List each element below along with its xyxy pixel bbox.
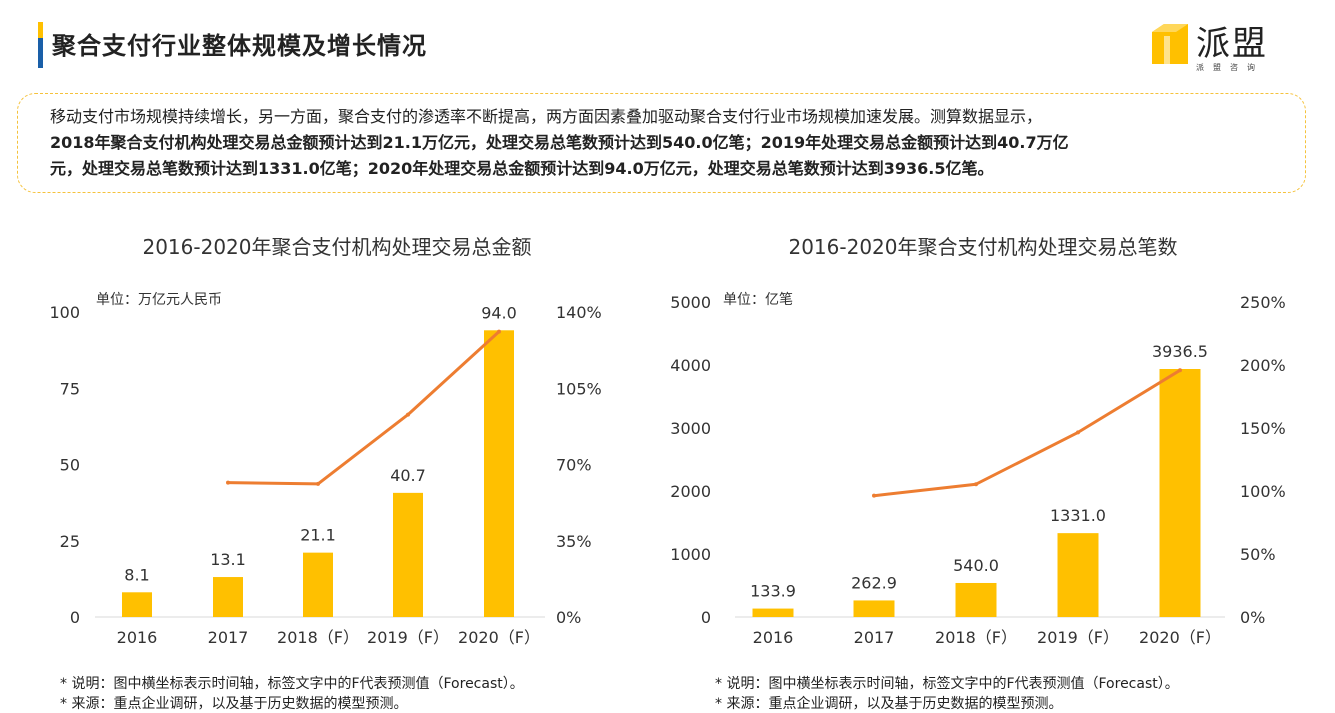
note-right: * 说明：图中横坐标表示时间轴，标签文字中的F代表预测值（Forecast）。 … (715, 674, 1179, 713)
summary-text: 移动支付市场规模持续增长，另一方面，聚合支付的渗透率不断提高，两方面因素叠加驱动… (50, 104, 1280, 182)
y-left-tick-label: 100 (49, 303, 80, 322)
growth-rate-point (226, 480, 230, 485)
bar (853, 600, 895, 617)
chart-title: 2016-2020年聚合支付机构处理交易总金额 (142, 235, 531, 259)
bar-value-label: 540.0 (953, 556, 999, 575)
chart-transaction-amount: 2016-2020年聚合支付机构处理交易总金额单位：万亿元人民币 0 25 50 75 1… (0, 220, 640, 660)
x-tick-label: 2016 (753, 628, 794, 647)
growth-rate-point (1178, 368, 1182, 373)
bar-value-label: 8.1 (124, 565, 149, 584)
bar-value-label: 262.9 (851, 573, 897, 592)
x-tick-label: 2019（F） (367, 628, 449, 647)
growth-rate-point (406, 412, 410, 417)
bar-value-label: 1331.0 (1050, 506, 1106, 525)
bar (303, 552, 333, 617)
note-right-source: * 来源：重点企业调研，以及基于历史数据的模型预测。 (715, 696, 1063, 712)
y-left-tick-label: 75 (60, 379, 80, 398)
summary-line-1: 移动支付市场规模持续增长，另一方面，聚合支付的渗透率不断提高，两方面因素叠加驱动… (50, 107, 1043, 126)
note-left: * 说明：图中横坐标表示时间轴，标签文字中的F代表预测值（Forecast）。 … (60, 674, 524, 713)
note-left-source: * 来源：重点企业调研，以及基于历史数据的模型预测。 (60, 696, 408, 712)
x-tick-label: 2017 (208, 628, 249, 647)
x-tick-label: 2018（F） (277, 628, 359, 647)
growth-rate-point (497, 329, 501, 334)
bar (752, 608, 794, 617)
x-tick-label: 2020（F） (1139, 628, 1221, 647)
y-left-tick-label: 50 (60, 456, 80, 475)
bar-value-label: 21.1 (300, 526, 336, 545)
growth-rate-point (872, 493, 876, 498)
x-tick-label: 2020（F） (458, 628, 540, 647)
y-right-tick-label: 70% (556, 456, 592, 475)
bar (955, 582, 997, 617)
bar-value-label: 3936.5 (1152, 342, 1208, 361)
y-right-tick-label: 250% (1240, 293, 1286, 312)
bar (393, 492, 423, 617)
note-right-explain: * 说明：图中横坐标表示时间轴，标签文字中的F代表预测值（Forecast）。 (715, 676, 1179, 692)
y-right-tick-label: 50% (1240, 545, 1276, 564)
bar-value-label: 94.0 (481, 303, 517, 322)
bar-value-label: 13.1 (210, 550, 246, 569)
bar (122, 592, 152, 617)
unit-label: 单位：万亿元人民币 (96, 292, 222, 308)
growth-rate-point (974, 482, 978, 487)
y-left-tick-label: 3000 (670, 419, 711, 438)
y-left-tick-label: 25 (60, 532, 80, 551)
y-right-tick-label: 35% (556, 532, 592, 551)
note-left-explain: * 说明：图中横坐标表示时间轴，标签文字中的F代表预测值（Forecast）。 (60, 676, 524, 692)
y-right-tick-label: 105% (556, 379, 602, 398)
y-right-tick-label: 150% (1240, 419, 1286, 438)
chart-transaction-count: 2016-2020年聚合支付机构处理交易总笔数单位：亿笔 0 1000 2000 300… (655, 220, 1335, 660)
y-right-tick-label: 200% (1240, 356, 1286, 375)
growth-rate-point (1076, 430, 1080, 435)
y-right-tick-label: 0% (556, 608, 581, 627)
bar-value-label: 40.7 (390, 466, 426, 485)
logo-text: 派盟 (1196, 24, 1268, 64)
y-right-tick-label: 0% (1240, 608, 1265, 627)
growth-rate-point (316, 481, 320, 486)
x-tick-label: 2017 (854, 628, 895, 647)
bar (1159, 369, 1201, 617)
y-left-tick-label: 1000 (670, 545, 711, 564)
y-left-tick-label: 0 (70, 608, 80, 627)
x-tick-label: 2016 (117, 628, 158, 647)
growth-rate-line (227, 330, 501, 486)
bar (484, 330, 514, 617)
y-left-tick-label: 0 (701, 608, 711, 627)
x-tick-label: 2019（F） (1037, 628, 1119, 647)
brand-logo: 派盟 派盟咨询 (1150, 16, 1290, 76)
growth-rate-line (873, 369, 1181, 498)
bar (213, 577, 243, 617)
summary-line-2: 2018年聚合支付机构处理交易总金额预计达到21.1万亿元，处理交易总笔数预计达… (50, 133, 1069, 152)
summary-box (17, 93, 1306, 193)
page-title: 聚合支付行业整体规模及增长情况 (52, 32, 427, 60)
bar-value-label: 133.9 (750, 582, 796, 601)
y-left-tick-label: 2000 (670, 482, 711, 501)
y-left-tick-label: 5000 (670, 293, 711, 312)
y-right-tick-label: 140% (556, 303, 602, 322)
summary-line-3: 元，处理交易总笔数预计达到1331.0亿笔；2020年处理交易总金额预计达到94… (50, 159, 994, 178)
bar (1057, 533, 1099, 617)
title-accent-bar (38, 22, 43, 68)
logo-subtext: 派盟咨询 (1196, 63, 1264, 72)
logo-mark-icon (1152, 24, 1188, 64)
title-accent-bar-yellow (38, 22, 43, 38)
y-right-tick-label: 100% (1240, 482, 1286, 501)
unit-label: 单位：亿笔 (723, 292, 793, 308)
chart-title: 2016-2020年聚合支付机构处理交易总笔数 (788, 235, 1177, 259)
y-left-tick-label: 4000 (670, 356, 711, 375)
x-tick-label: 2018（F） (935, 628, 1017, 647)
